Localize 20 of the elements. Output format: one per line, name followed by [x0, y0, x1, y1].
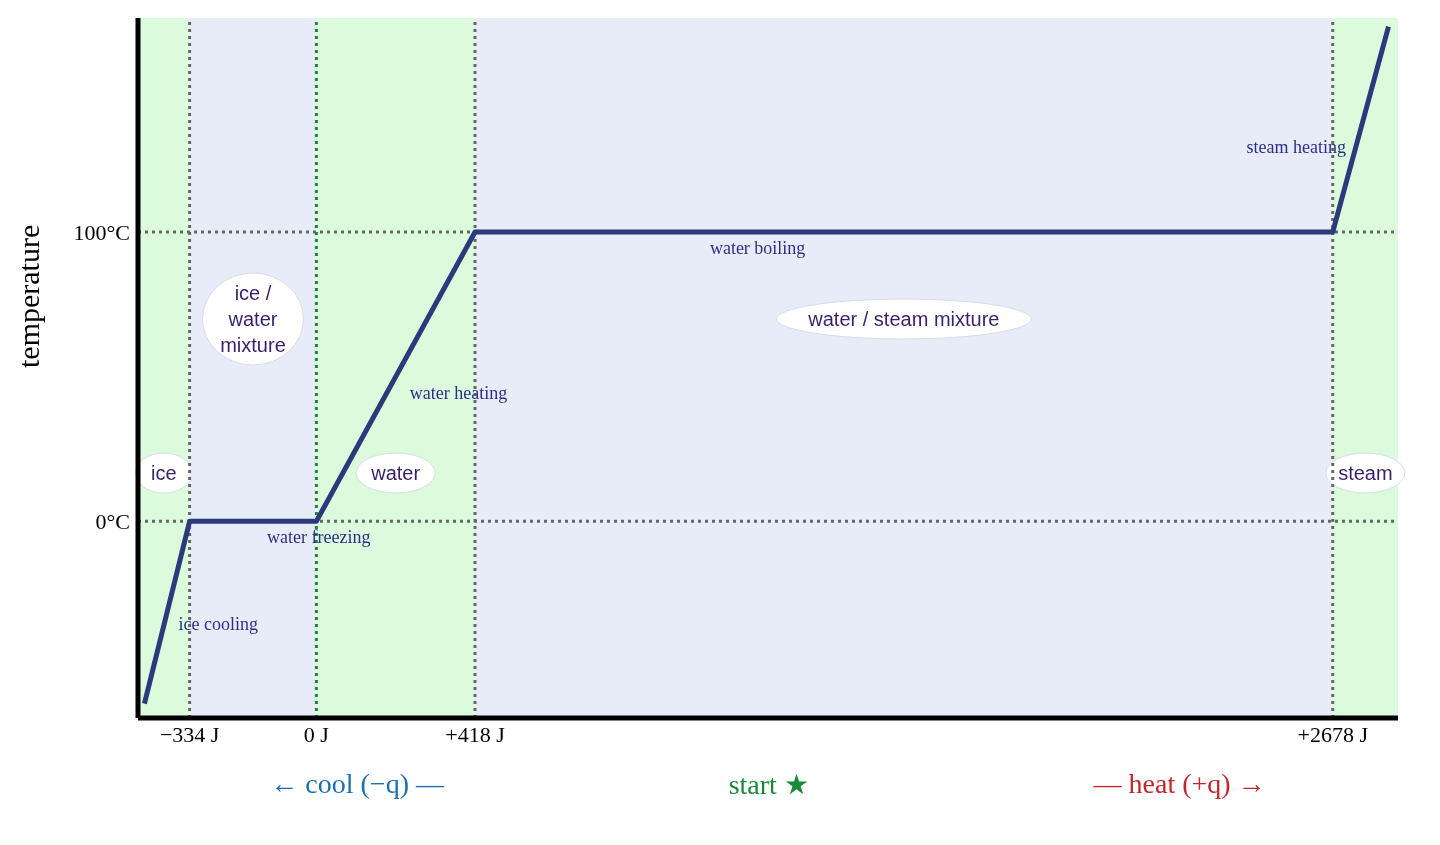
x-tick-label: +2678 J: [1297, 721, 1369, 747]
y-axis-title: temperature: [11, 224, 45, 368]
annotation: water boiling: [709, 238, 806, 259]
band-label: ice / water mixture: [220, 282, 286, 356]
y-tick-label: 0°C: [95, 509, 130, 535]
x-tick-label: 0 J: [303, 721, 330, 747]
y-tick-label: 100°C: [73, 219, 130, 245]
band-label: ice: [151, 462, 177, 484]
x-tick-label: +418 J: [445, 721, 506, 747]
annotation: steam heating: [1246, 136, 1347, 157]
text: — heat (+q) →: [1093, 768, 1266, 801]
annotation: ice cooling: [178, 614, 259, 635]
x-tick-label: −334 J: [159, 721, 220, 747]
annotation: water heating: [409, 382, 508, 403]
band-label: water: [370, 462, 421, 484]
text: start ★: [728, 768, 809, 801]
annotation: water freezing: [266, 527, 371, 548]
band-label: water / steam mixture: [807, 308, 1000, 330]
text: ← cool (−q) —: [270, 768, 444, 801]
band-label: steam: [1338, 462, 1393, 484]
